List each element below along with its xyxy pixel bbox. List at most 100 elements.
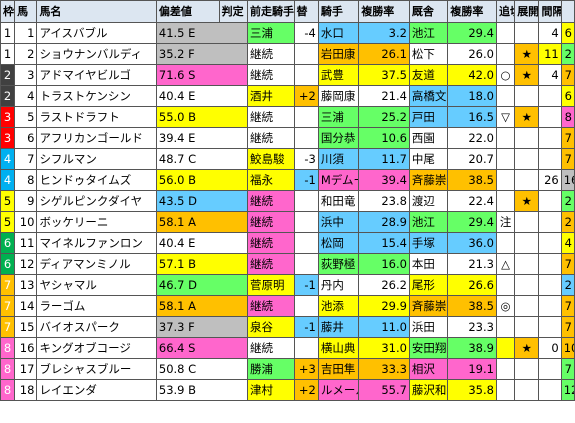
workout-mark	[495, 169, 516, 191]
pace-mark	[514, 169, 540, 191]
stable-rate: 26.0	[447, 43, 497, 65]
jockey-rate: 25.2	[358, 106, 410, 128]
prev-jockey: 酒井	[246, 85, 295, 107]
table-row[interactable]: 1 1 アイスバブル 41.5 E 三浦 -4 水口 3.2 池江 29.4 4 6	[0, 22, 575, 44]
table-row[interactable]: 2 4 トラストケンシン 40.4 E 酒井 +2 藤岡康 21.4 高橋文 18.0 6	[0, 85, 575, 107]
jockey-rate: 55.7	[358, 379, 410, 401]
gate-cell: 8	[0, 358, 16, 380]
jockey-change: -1	[293, 274, 319, 296]
stable-name: 藤沢和	[408, 379, 449, 401]
stable-name: 本田	[408, 253, 449, 275]
jockey-rate: 10.6	[358, 127, 410, 149]
table-row[interactable]: 2 3 アドマイヤビルゴ 71.6 S 継続 武豊 37.5 友道 42.0 ○ ★ 4 7	[0, 64, 575, 86]
stable-name: 斉藤崇	[408, 295, 449, 317]
prev-jockey: 継続	[246, 253, 295, 275]
jockey-change: +2	[293, 379, 319, 401]
last-value: 2	[560, 43, 575, 65]
jockey-name: 和田竜	[317, 190, 360, 212]
jockey-name: 藤岡康	[317, 85, 360, 107]
jockey-change	[293, 127, 319, 149]
workout-mark: △	[495, 253, 516, 275]
header-last	[560, 0, 575, 23]
table-row[interactable]: 5 10 ボッケリーニ 58.1 A 継続 浜中 28.9 池江 29.4 注 2	[0, 211, 575, 233]
table-row[interactable]: 8 17 ブレシャスブルー 50.8 C 勝浦 +3 吉田隼 33.3 相沢 19.1 7	[0, 358, 575, 380]
interval-value: 0	[538, 337, 562, 359]
prev-jockey: 継続	[246, 337, 295, 359]
horse-name: アフリカンゴールド	[36, 127, 157, 149]
workout-mark	[495, 190, 516, 212]
score-cell: 48.7 C	[155, 148, 248, 170]
gate-cell: 5	[0, 190, 16, 212]
horse-number: 9	[14, 190, 38, 212]
horse-name: アドマイヤビルゴ	[36, 64, 157, 86]
jockey-change: -1	[293, 169, 319, 191]
last-value: 6	[560, 22, 575, 44]
horse-name: バイオスパーク	[36, 316, 157, 338]
horse-number: 11	[14, 232, 38, 254]
horse-name: アイスバブル	[36, 22, 157, 44]
gate-cell: 2	[0, 85, 16, 107]
jockey-name: 三浦	[317, 106, 360, 128]
interval-value	[538, 253, 562, 275]
table-row[interactable]: 6 12 ディアマンミノル 57.1 B 継続 荻野極 16.0 本田 21.3 △ 7	[0, 253, 575, 275]
workout-mark	[495, 85, 516, 107]
horse-number: 14	[14, 295, 38, 317]
stable-name: 中尾	[408, 148, 449, 170]
stable-name: 西園	[408, 127, 449, 149]
jockey-rate: 39.4	[358, 169, 410, 191]
horse-name: シゲルピンクダイヤ	[36, 190, 157, 212]
jockey-name: 岩田康	[317, 43, 360, 65]
interval-value	[538, 211, 562, 233]
last-value: 4	[560, 232, 575, 254]
jockey-change: -4	[293, 22, 319, 44]
header-workout: 追切	[495, 0, 516, 23]
interval-value: 4	[538, 22, 562, 44]
table-row[interactable]: 4 7 シフルマン 48.7 C 鮫島駿 -3 川須 11.7 中尾 20.7 7	[0, 148, 575, 170]
jockey-change	[293, 253, 319, 275]
jockey-rate: 31.0	[358, 337, 410, 359]
table-row[interactable]: 1 2 ショウナンバルディ 35.2 F 継続 岩田康 26.1 松下 26.0 ★ 11 2	[0, 43, 575, 65]
jockey-name: 藤井	[317, 316, 360, 338]
table-row[interactable]: 3 6 アフリカンゴールド 39.4 E 継続 国分恭 10.6 西園 22.0 7	[0, 127, 575, 149]
stable-rate: 21.3	[447, 253, 497, 275]
horse-name: ラストドラフト	[36, 106, 157, 128]
score-cell: 58.1 A	[155, 295, 248, 317]
jockey-name: Mデムーロ	[317, 169, 360, 191]
jockey-name: 松岡	[317, 232, 360, 254]
header-pace: 展開	[514, 0, 540, 23]
gate-cell: 7	[0, 316, 16, 338]
stable-rate: 42.0	[447, 64, 497, 86]
pace-mark	[514, 232, 540, 254]
jockey-change	[293, 190, 319, 212]
table-row[interactable]: 7 13 ヤシャマル 46.7 D 菅原明 -1 丹内 26.2 尾形 26.6 2	[0, 274, 575, 296]
gate-cell: 3	[0, 106, 16, 128]
prev-jockey: 継続	[246, 211, 295, 233]
jockey-name: 吉田隼	[317, 358, 360, 380]
jockey-rate: 26.1	[358, 43, 410, 65]
stable-rate: 29.4	[447, 211, 497, 233]
stable-rate: 35.8	[447, 379, 497, 401]
table-row[interactable]: 5 9 シゲルピンクダイヤ 43.5 D 継続 和田竜 23.8 渡辺 22.4 ★ 2	[0, 190, 575, 212]
table-row[interactable]: 7 15 バイオスパーク 37.3 F 泉谷 -1 藤井 11.0 浜田 23.3 7	[0, 316, 575, 338]
score-cell: 58.1 A	[155, 211, 248, 233]
stable-name: 浜田	[408, 316, 449, 338]
gate-cell: 7	[0, 274, 16, 296]
jockey-name: 丹内	[317, 274, 360, 296]
pace-mark	[514, 22, 540, 44]
table-row[interactable]: 7 14 ラーゴム 58.1 A 継続 池添 29.9 斉藤崇 38.5 ◎ 7	[0, 295, 575, 317]
prev-jockey: 三浦	[246, 22, 295, 44]
gate-cell: 6	[0, 232, 16, 254]
pace-mark	[514, 274, 540, 296]
last-value: 10	[560, 337, 575, 359]
jockey-rate: 21.4	[358, 85, 410, 107]
table-row[interactable]: 6 11 マイネルファンロン 40.4 E 継続 松岡 15.4 手塚 36.0 4	[0, 232, 575, 254]
table-row[interactable]: 3 5 ラストドラフト 55.0 B 継続 三浦 25.2 戸田 16.5 ▽ ★ 8	[0, 106, 575, 128]
prev-jockey: 継続	[246, 232, 295, 254]
header-change: 替	[293, 0, 319, 23]
workout-mark	[495, 358, 516, 380]
prev-jockey: 継続	[246, 106, 295, 128]
jockey-rate: 11.7	[358, 148, 410, 170]
